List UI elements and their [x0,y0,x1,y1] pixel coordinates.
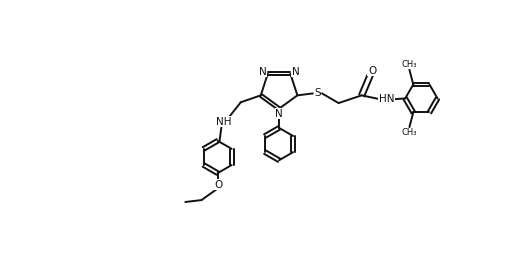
Text: O: O [214,180,223,190]
Text: CH₃: CH₃ [402,60,417,69]
Text: N: N [259,67,267,77]
Text: CH₃: CH₃ [402,128,417,137]
Text: S: S [314,88,321,99]
Text: NH: NH [215,116,231,127]
Text: HN: HN [379,94,394,104]
Text: O: O [368,66,376,76]
Text: N: N [275,109,283,119]
Text: N: N [291,67,299,77]
